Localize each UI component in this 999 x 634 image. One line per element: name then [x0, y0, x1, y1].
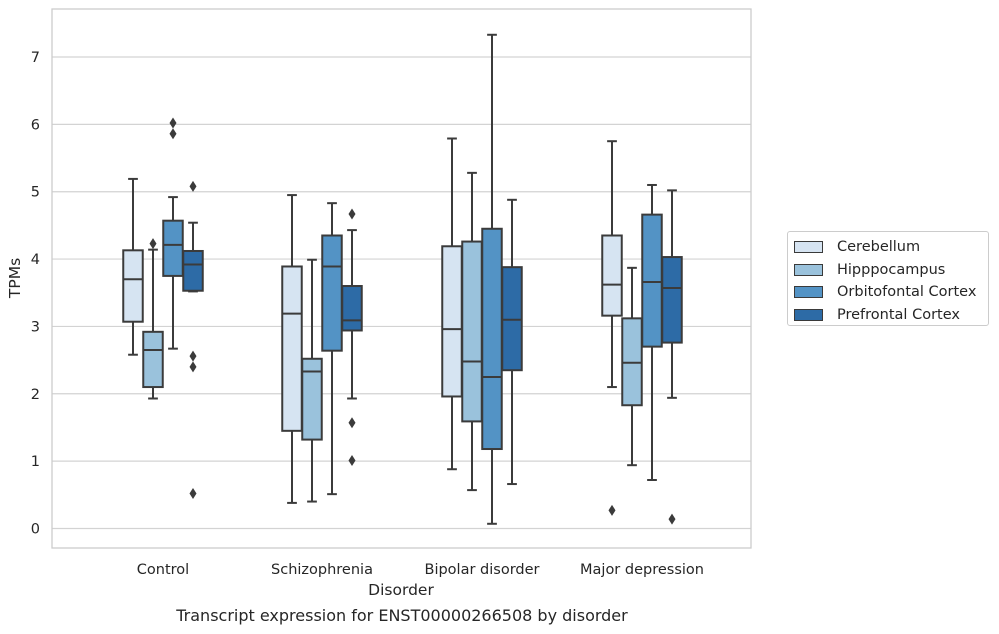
iqr-box — [281, 265, 303, 432]
legend-label: Prefrontal Cortex — [837, 306, 960, 323]
outlier-point — [348, 417, 356, 429]
legend-item: Orbitofontal Cortex — [794, 281, 988, 304]
box-prefrontal-cortex — [661, 189, 683, 525]
y-tick-label: 0 — [31, 522, 40, 538]
y-tick-label: 6 — [31, 117, 40, 133]
box-hipppocampus — [461, 171, 483, 492]
iqr-box — [162, 219, 184, 277]
box-prefrontal-cortex — [501, 198, 523, 486]
box-hipppocampus — [142, 238, 164, 400]
outlier-point — [149, 238, 157, 250]
y-tick-label: 2 — [31, 387, 40, 403]
grid-lines — [52, 56, 751, 530]
box-orbitofontal-cortex — [162, 117, 184, 350]
outlier-point — [169, 117, 177, 129]
x-tick-label: Control — [137, 562, 189, 578]
iqr-box — [341, 285, 363, 332]
box-cerebellum — [601, 140, 623, 516]
box-orbitofontal-cortex — [641, 183, 663, 482]
x-tick-label: Bipolar disorder — [425, 562, 540, 578]
y-tick-labels: 0 1 2 3 4 5 6 7 — [31, 50, 40, 538]
legend-item: Prefrontal Cortex — [794, 304, 988, 327]
iqr-box — [122, 249, 144, 323]
legend-swatch — [794, 286, 823, 299]
outlier-point — [348, 454, 356, 466]
outlier-point — [189, 180, 197, 192]
legend-item: Hipppocampus — [794, 259, 988, 282]
outlier-point — [189, 361, 197, 373]
box-orbitofontal-cortex — [321, 202, 343, 496]
outlier-point — [189, 350, 197, 362]
legend-item: Cerebellum — [794, 236, 988, 259]
chart-caption: Transcript expression for ENST0000026650… — [176, 606, 628, 625]
iqr-box — [142, 330, 164, 389]
legend: Cerebellum Hipppocampus Orbitofontal Corte… — [787, 231, 989, 326]
iqr-box — [481, 227, 503, 451]
outlier-point — [668, 513, 676, 525]
plot-background — [52, 9, 751, 548]
y-tick-label: 1 — [31, 454, 40, 470]
legend-label: Hipppocampus — [837, 261, 946, 278]
box-cerebellum — [122, 177, 144, 356]
outlier-point — [169, 128, 177, 140]
y-tick-label: 5 — [31, 185, 40, 201]
iqr-box — [621, 317, 643, 407]
iqr-box — [641, 213, 663, 348]
box-cerebellum — [441, 137, 463, 471]
legend-label: Orbitofontal Cortex — [837, 284, 977, 301]
box-prefrontal-cortex — [182, 180, 204, 499]
box-prefrontal-cortex — [341, 208, 363, 466]
x-axis-label: Disorder — [368, 581, 434, 599]
outlier-point — [348, 208, 356, 220]
iqr-box — [661, 256, 683, 344]
box-cerebellum — [281, 194, 303, 504]
iqr-box — [501, 266, 523, 372]
y-tick-label: 4 — [31, 252, 40, 268]
box-groups — [122, 33, 683, 525]
box-hipppocampus — [621, 266, 643, 467]
outlier-point — [608, 504, 616, 516]
x-tick-labels: Control Schizophrenia Bipolar disorder Majo… — [137, 562, 704, 578]
plot-frame — [51, 8, 752, 549]
iqr-box — [301, 357, 323, 441]
y-tick-label: 7 — [31, 50, 40, 66]
y-tick-label: 3 — [31, 319, 40, 335]
outlier-point — [189, 487, 197, 499]
iqr-box — [441, 245, 463, 398]
legend-swatch — [794, 241, 823, 254]
iqr-box — [601, 234, 623, 317]
legend-swatch — [794, 263, 823, 276]
box-orbitofontal-cortex — [481, 33, 503, 525]
x-tick-label: Major depression — [580, 562, 704, 578]
iqr-box — [321, 234, 343, 352]
legend-swatch — [794, 308, 823, 321]
y-axis-label: TPMs — [6, 258, 24, 299]
legend-label: Cerebellum — [837, 239, 921, 256]
iqr-box — [182, 249, 204, 292]
x-tick-label: Schizophrenia — [271, 562, 373, 578]
box-hipppocampus — [301, 258, 323, 503]
iqr-box — [461, 240, 483, 423]
